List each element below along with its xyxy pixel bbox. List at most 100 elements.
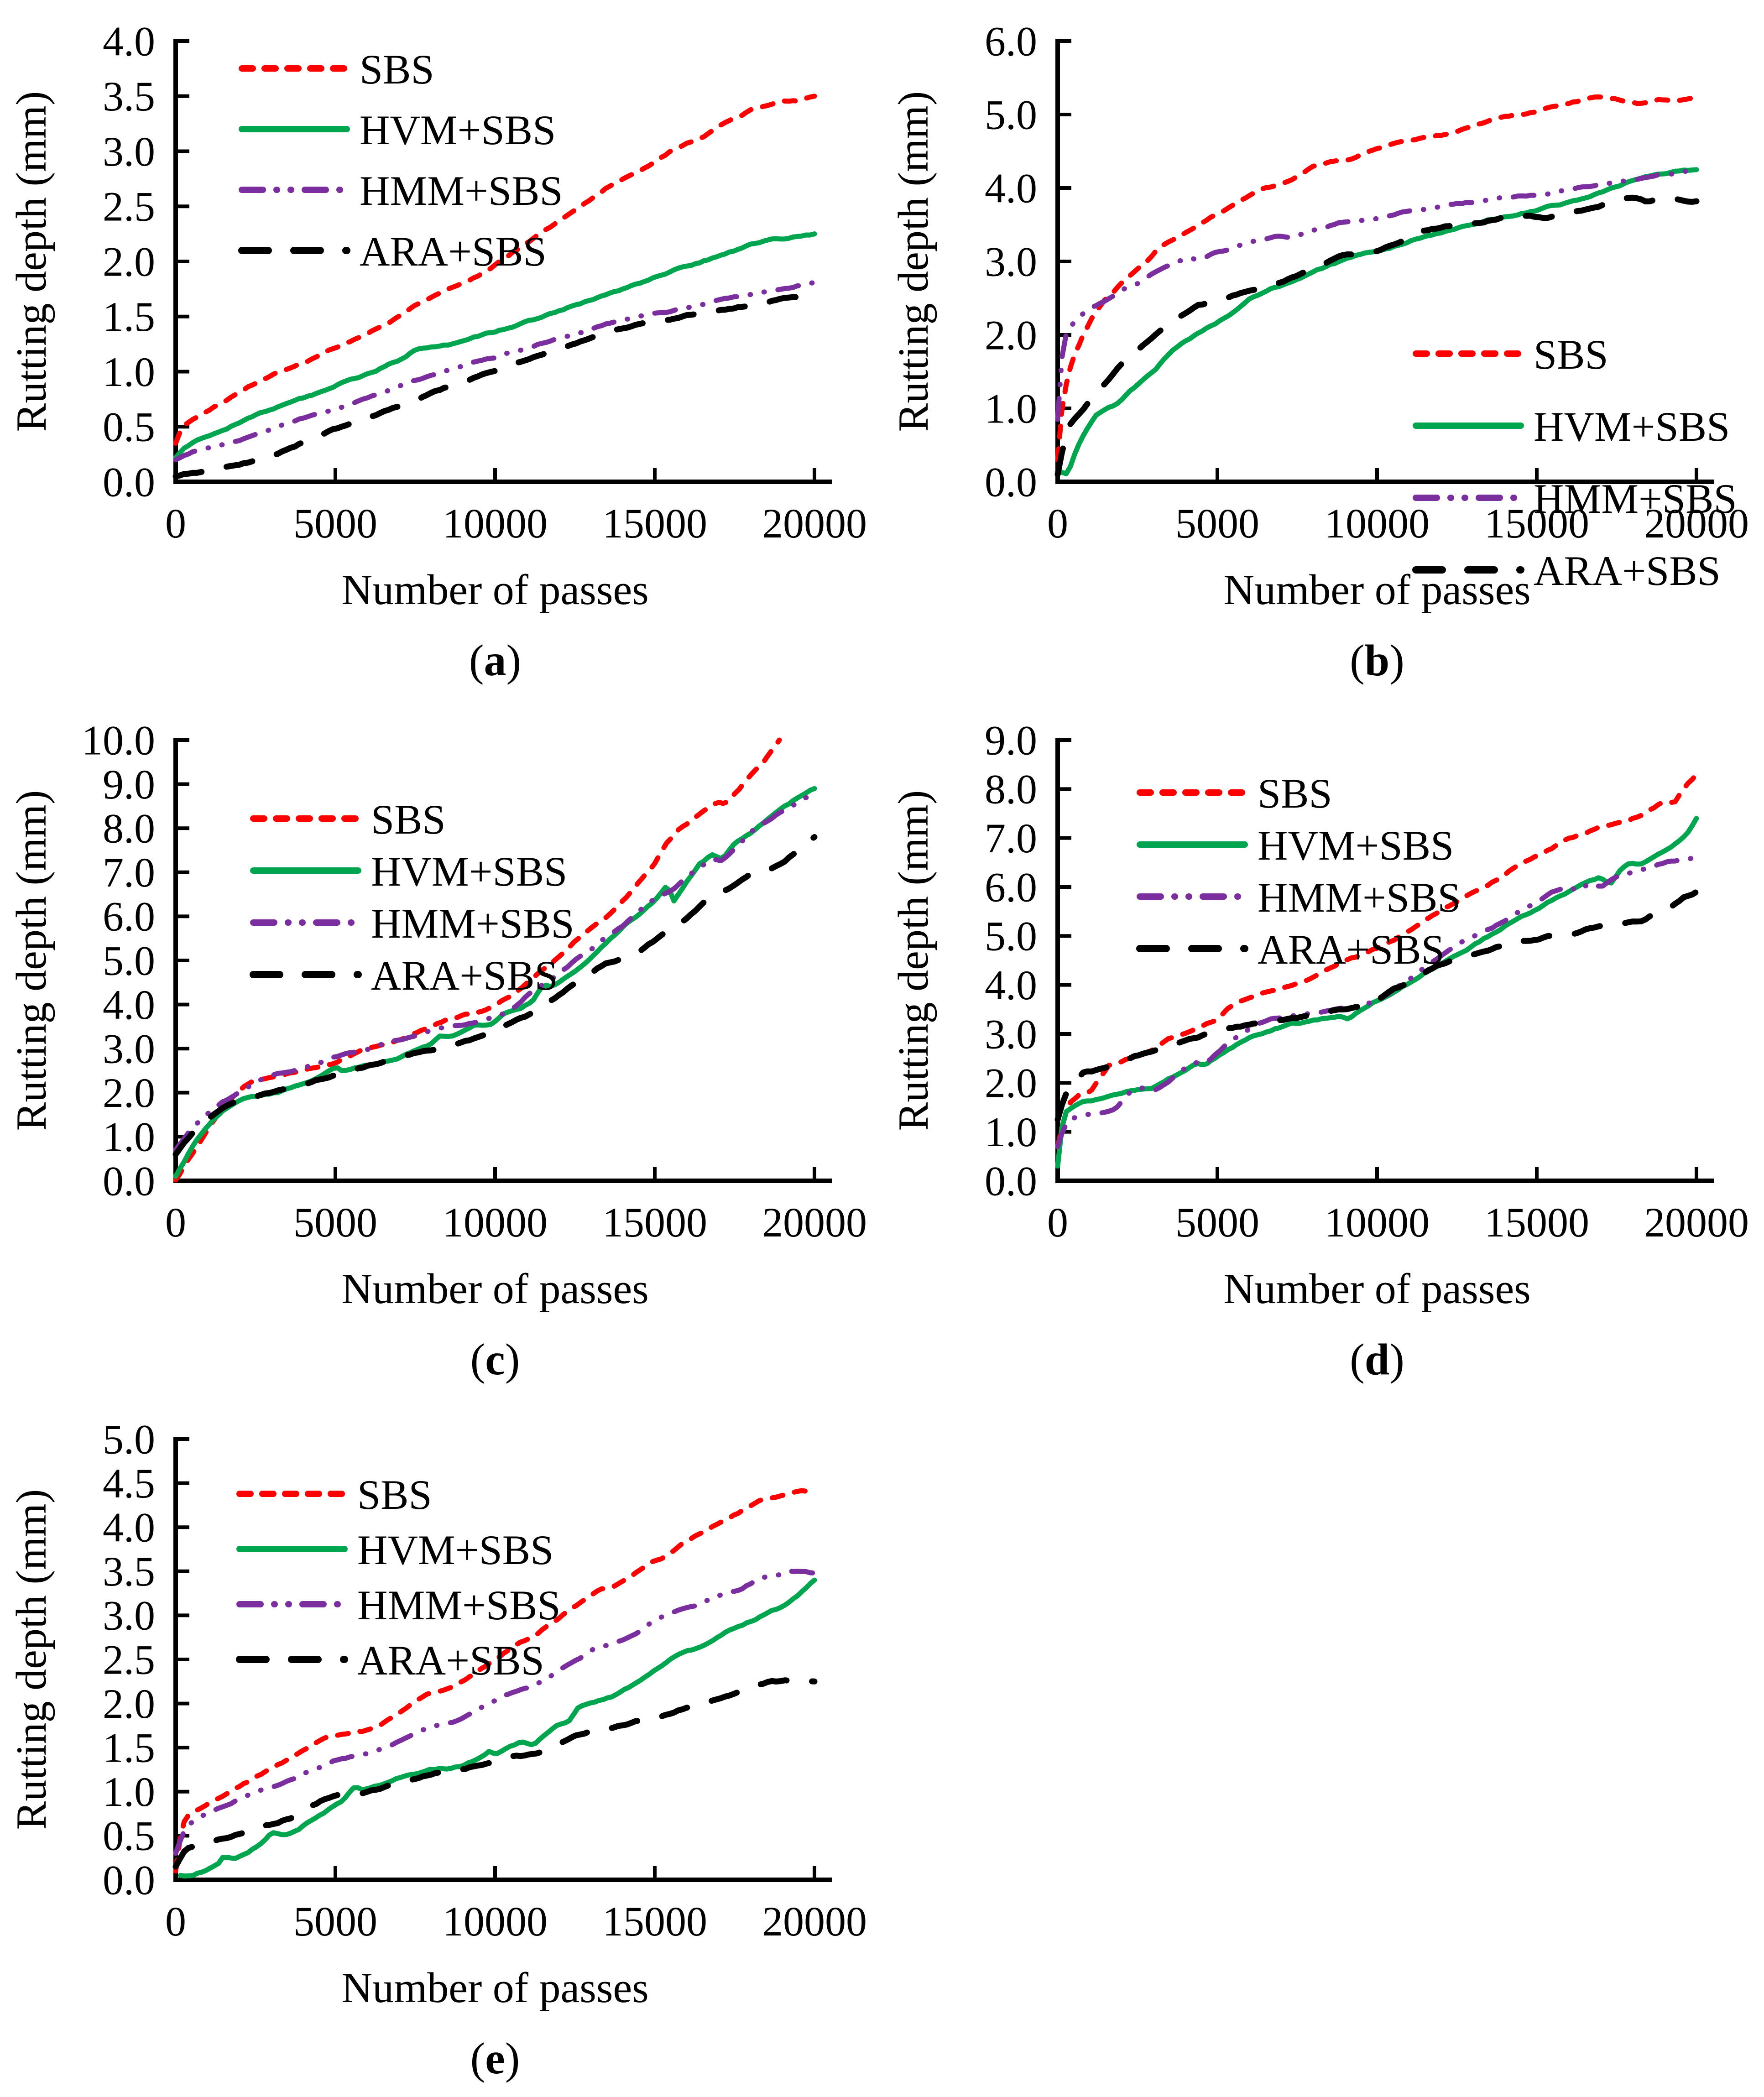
legend-label: HVM+SBS [1258, 822, 1454, 869]
y-axis-title: Rutting depth (mm) [8, 1489, 55, 1830]
series-hmm-sbs [173, 280, 817, 463]
legend-label: ARA+SBS [360, 228, 547, 275]
legend-label: HMM+SBS [360, 167, 563, 214]
x-tick-label: 0 [1047, 500, 1068, 547]
chart-caption: (e) [470, 2034, 520, 2083]
legend-label: HVM+SBS [371, 848, 567, 895]
series-sbs [1055, 772, 1699, 1149]
y-tick-label: 4.0 [985, 165, 1037, 211]
y-axis-title: Rutting depth (mm) [8, 790, 55, 1131]
y-tick-label: 9.0 [985, 717, 1037, 763]
chart-b-svg: 0.0 1.0 2.0 3.0 4.0 5.0 6.0 0 5000 10000 15000 2000… [890, 18, 1749, 685]
y-tick-label: 4.0 [103, 981, 155, 1028]
chart-c: 0.0 1.0 2.0 3.0 4.0 5.0 6.0 7.0 8.0 9.0 10.0 0 5000 1… [0, 699, 882, 1398]
series-hmm-sbs [1055, 855, 1699, 1149]
y-axis-title: Rutting depth (mm) [890, 91, 937, 432]
x-tick-label: 5000 [293, 1199, 377, 1246]
x-tick-label: 5000 [1175, 500, 1259, 547]
y-tick-label: 5.0 [103, 937, 155, 984]
x-tick-label: 20000 [1644, 500, 1749, 547]
y-tick-label: 5.0 [985, 913, 1037, 960]
legend: SBS HVM+SBS HMM+SBS ARA+SBS [236, 1471, 561, 1684]
chart-c-svg: 0.01.02.03.04.05.06.07.08.09.010.0 0 5000 1… [8, 717, 867, 1384]
y-tick-label: 7.0 [103, 849, 155, 896]
axes [173, 39, 832, 484]
y-tick-label: 3.5 [103, 73, 155, 120]
x-tick-label: 5000 [1175, 1199, 1259, 1246]
axes [173, 1437, 832, 1882]
y-tick-label: 3.0 [985, 238, 1037, 285]
x-tick-label: 15000 [602, 1199, 707, 1246]
series-sbs [173, 94, 817, 446]
x-tick-label: 20000 [762, 500, 867, 547]
y-tick-label: 4.0 [103, 1504, 155, 1550]
x-tick-label: 15000 [602, 500, 707, 547]
legend-label: ARA+SBS [1258, 926, 1445, 973]
chart-caption: (a) [469, 636, 521, 685]
y-tick-label: 10.0 [82, 717, 155, 763]
y-tick-label: 0.0 [985, 1158, 1037, 1204]
series-hvm-sbs [178, 1577, 817, 1879]
y-axis-title: Rutting depth (mm) [890, 790, 937, 1131]
legend-label: SBS [1534, 331, 1608, 378]
chart-d-svg: 0.01.02.03.04.05.06.07.08.09.0 0 5000 10000… [890, 717, 1749, 1384]
series-ara-sbs [172, 834, 818, 1158]
y-axis-title: Rutting depth (mm) [8, 91, 55, 432]
y-tick-label: 2.0 [103, 238, 155, 285]
y-tick-label: 2.0 [985, 1060, 1037, 1106]
y-tick-label: 6.0 [985, 864, 1037, 910]
x-tick-label: 15000 [1484, 1199, 1589, 1246]
x-axis-title: Number of passes [1223, 566, 1531, 614]
legend: SBS HVM+SBS HMM+SBS ARA+SBS [250, 796, 574, 999]
y-tick-label: 0.5 [103, 404, 155, 450]
legend-label: SBS [1258, 770, 1332, 817]
legend: SBS HVM+SBS HMM+SBS ARA+SBS [1136, 770, 1461, 973]
y-tick-label: 1.0 [985, 1109, 1037, 1155]
chart-a-svg: 0.0 0.5 1.0 1.5 2.0 2.5 3.0 3.5 4.0 0 5000 10000 150… [8, 18, 867, 685]
y-tick-label: 6.0 [985, 18, 1037, 64]
y-tick-label: 1.5 [103, 1724, 155, 1771]
y-tick-label: 6.0 [103, 893, 155, 940]
series-ara-sbs [172, 1677, 818, 1870]
y-tick-label: 4.5 [103, 1460, 155, 1507]
chart-caption: (b) [1350, 636, 1404, 685]
y-tick-label: 3.0 [103, 1592, 155, 1639]
y-tick-label: 2.0 [103, 1680, 155, 1727]
y-tick-label: 0.0 [103, 1158, 155, 1204]
series-sbs [173, 1488, 817, 1874]
y-tick-label: 3.0 [103, 128, 155, 175]
y-tick-label: 3.0 [103, 1025, 155, 1072]
legend-label: HVM+SBS [1534, 403, 1730, 450]
y-tick-label: 0.0 [985, 459, 1037, 505]
y-tick-label: 3.5 [103, 1548, 155, 1595]
y-tick-label: 2.5 [103, 1636, 155, 1683]
x-tick-label: 15000 [602, 1898, 707, 1945]
x-tick-label: 10000 [443, 1199, 548, 1246]
series-ara-sbs [1054, 889, 1700, 1123]
y-tick-label: 0.0 [103, 1857, 155, 1903]
series-hmm-sbs [173, 790, 817, 1153]
series-sbs [173, 737, 782, 1183]
legend-label: SBS [360, 46, 434, 93]
x-axis-title: Number of passes [341, 1265, 649, 1313]
x-tick-label: 20000 [762, 1199, 867, 1246]
x-axis-title: Number of passes [341, 1964, 649, 2012]
series-sbs [1055, 94, 1699, 463]
y-tick-label: 2.0 [985, 312, 1037, 358]
empty-area [882, 1398, 1764, 2097]
y-tick-label: 4.0 [103, 18, 155, 64]
series-hvm-sbs [173, 231, 817, 460]
y-tick-label: 8.0 [985, 766, 1037, 813]
legend-label: HVM+SBS [357, 1527, 553, 1573]
chart-b: 0.0 1.0 2.0 3.0 4.0 5.0 6.0 0 5000 10000 15000 2000… [882, 0, 1764, 699]
x-tick-label: 20000 [762, 1898, 867, 1945]
legend-label: ARA+SBS [357, 1637, 544, 1684]
x-tick-label: 10000 [1325, 1199, 1430, 1246]
legend-label: HMM+SBS [371, 900, 574, 947]
x-tick-label: 10000 [1325, 500, 1430, 547]
series-ara-sbs [172, 291, 818, 480]
x-tick-label: 0 [1047, 1199, 1068, 1246]
legend-label: SBS [357, 1471, 432, 1518]
legend-label: HMM+SBS [357, 1582, 561, 1628]
series-hvm-sbs [1055, 816, 1699, 1169]
